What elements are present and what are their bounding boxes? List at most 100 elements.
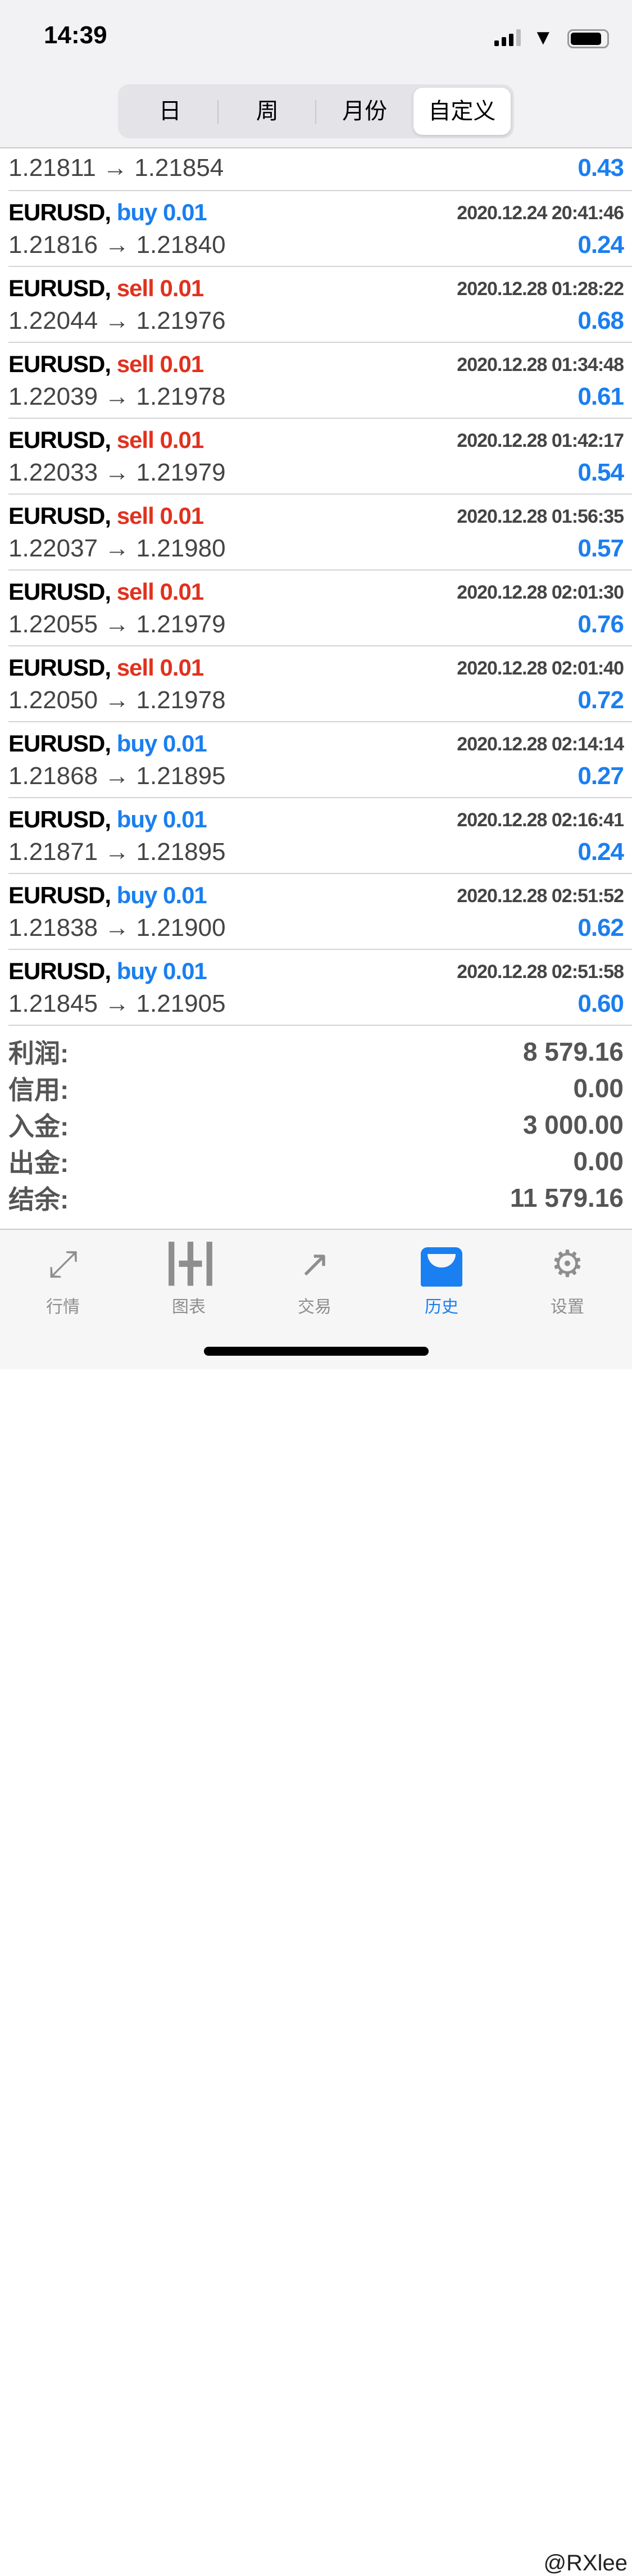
tab-trade[interactable]: ↗ 交易 [275,1241,354,1318]
trade-date: 2020.12.28 01:28:22 [457,278,624,300]
price-range: 1.22055 → 1.21979 [8,610,226,638]
table-row[interactable]: EURUSD, buy 0.01 2020.12.28 02:14:14 1.2… [8,722,632,798]
trade-type: buy [116,958,158,984]
summary-label: 利润: [8,1038,69,1068]
trade-title: EURUSD, buy 0.01 [8,958,207,985]
trade-type: buy [116,199,158,225]
trade-volume: 0.01 [160,275,204,301]
price-range: 1.22050 → 1.21978 [8,686,226,714]
summary-label: 入金: [8,1111,69,1141]
trade-date: 2020.12.28 01:56:35 [457,506,624,527]
summary-balance: 结余: 11 579.16 [8,1179,624,1216]
trade-type: sell [116,427,154,453]
trade-type: sell [116,654,154,681]
home-indicator[interactable] [204,1347,429,1356]
trade-volume: 0.01 [160,654,204,681]
summary-value: 3 000.00 [522,1110,624,1139]
trade-date: 2020.12.28 02:01:40 [457,658,624,679]
summary-withdrawal: 出金: 0.00 [8,1143,624,1179]
trade-volume: 0.01 [163,958,207,984]
trade-date: 2020.12.28 01:34:48 [457,354,624,375]
tab-history[interactable]: 历史 [402,1241,481,1318]
price-range: 1.21816 → 1.21840 [8,231,226,259]
symbol: EURUSD, [8,502,111,529]
price-range: 1.21871 → 1.21895 [8,838,226,866]
trade-type: sell [116,578,154,605]
trade-volume: 0.01 [163,882,207,908]
trade-date: 2020.12.24 20:41:46 [457,202,624,224]
trade-type: sell [116,502,154,529]
history-inbox-icon [402,1241,481,1287]
trade-title: EURUSD, sell 0.01 [8,578,204,605]
segment-day[interactable]: 日 [121,88,219,135]
trade-title: EURUSD, sell 0.01 [8,427,204,454]
profit-value: 0.24 [578,838,624,866]
profit-value: 0.61 [578,383,624,410]
candlestick-chart-icon: ┃╋┃ [160,1243,220,1284]
symbol: EURUSD, [8,882,111,908]
price-range: 1.22044 → 1.21976 [8,307,226,334]
trade-date: 2020.12.28 02:51:58 [457,961,624,983]
table-row[interactable]: EURUSD, sell 0.01 2020.12.28 02:01:30 1.… [8,571,632,646]
trade-title: EURUSD, sell 0.01 [8,654,204,681]
profit-value: 0.72 [578,686,624,714]
trade-title: EURUSD, buy 0.01 [8,199,207,226]
trade-type: buy [116,730,158,757]
summary-profit: 利润: 8 579.16 [8,1033,624,1070]
trade-history-list: 1.21811 → 1.21854 0.43 EURUSD, buy 0.01 … [0,150,632,1026]
profit-value: 0.27 [578,762,624,790]
summary-value: 0.00 [573,1073,624,1103]
trade-date: 2020.12.28 02:51:52 [457,885,624,907]
trade-title: EURUSD, sell 0.01 [8,502,204,529]
price-range: 1.22033 → 1.21979 [8,459,226,486]
segment-week[interactable]: 周 [219,88,316,135]
summary-credit: 信用: 0.00 [8,1070,624,1106]
table-row[interactable]: EURUSD, sell 0.01 2020.12.28 01:56:35 1.… [8,495,632,571]
status-time: 14:39 [44,21,107,49]
table-row[interactable]: EURUSD, sell 0.01 2020.12.28 01:34:48 1.… [8,343,632,419]
price-range: 1.21868 → 1.21895 [8,762,226,790]
trade-title: EURUSD, sell 0.01 [8,351,204,378]
tab-label: 交易 [298,1298,331,1316]
summary-label: 信用: [8,1075,69,1104]
trade-type: sell [116,275,154,301]
trade-title: EURUSD, sell 0.01 [8,275,204,302]
trade-volume: 0.01 [160,427,204,453]
tab-label: 行情 [46,1298,80,1316]
table-row[interactable]: EURUSD, buy 0.01 2020.12.24 20:41:46 1.2… [8,191,632,267]
trade-title: EURUSD, buy 0.01 [8,730,207,757]
price-range: 1.22039 → 1.21978 [8,383,226,410]
table-row[interactable]: 1.21811 → 1.21854 0.43 [8,150,632,191]
table-row[interactable]: EURUSD, sell 0.01 2020.12.28 01:42:17 1.… [8,419,632,495]
summary-value: 8 579.16 [522,1036,624,1066]
profit-value: 0.24 [578,231,624,259]
price-range: 1.21838 → 1.21900 [8,914,226,941]
battery-icon [567,29,609,48]
segment-month[interactable]: 月份 [342,99,388,124]
tab-quotes[interactable]: ⤢ 行情 [24,1241,102,1318]
table-row[interactable]: EURUSD, buy 0.01 2020.12.28 02:51:58 1.2… [8,950,632,1026]
symbol: EURUSD, [8,427,111,453]
table-row[interactable]: EURUSD, buy 0.01 2020.12.28 02:51:52 1.2… [8,874,632,950]
symbol: EURUSD, [8,275,111,301]
symbol: EURUSD, [8,806,111,832]
profit-value: 0.54 [578,459,624,486]
profit-value: 0.60 [578,990,624,1017]
trade-type: buy [116,882,158,908]
tab-chart[interactable]: ┃╋┃ 图表 [149,1241,228,1318]
trade-volume: 0.01 [163,806,207,832]
tab-settings[interactable]: ⚙ 设置 [528,1241,607,1318]
symbol: EURUSD, [8,958,111,984]
profit-value: 0.68 [578,307,624,334]
table-row[interactable]: EURUSD, sell 0.01 2020.12.28 02:01:40 1.… [8,646,632,722]
gear-icon: ⚙ [551,1243,584,1284]
table-row[interactable]: EURUSD, sell 0.01 2020.12.28 01:28:22 1.… [8,267,632,343]
summary-label: 出金: [8,1148,69,1178]
table-row[interactable]: EURUSD, buy 0.01 2020.12.28 02:16:41 1.2… [8,798,632,874]
trade-title: EURUSD, buy 0.01 [8,806,207,833]
trade-date: 2020.12.28 01:42:17 [457,430,624,451]
profit-value: 0.62 [578,914,624,941]
price-range: 1.21845 → 1.21905 [8,990,226,1017]
tab-label: 历史 [425,1298,458,1316]
segment-custom[interactable]: 自定义 [413,88,511,135]
